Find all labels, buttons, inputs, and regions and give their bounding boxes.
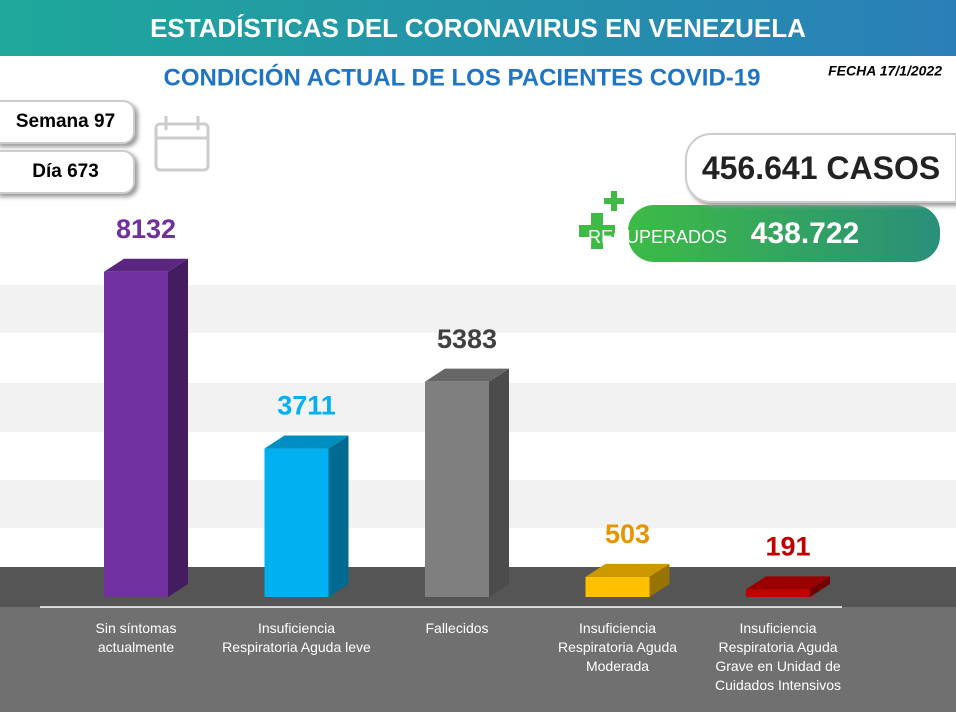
bar-side — [810, 576, 830, 597]
bar — [425, 381, 489, 597]
label-area — [0, 607, 956, 712]
value-label: 3711 — [277, 391, 336, 421]
bar-side — [328, 435, 349, 597]
plus-icon — [579, 191, 624, 249]
bar-top — [585, 563, 670, 577]
category-label: Insuficiencia Respiratoria Aguda leve — [222, 620, 371, 655]
recovered-value: 438.722 — [751, 217, 859, 250]
category-label: Insuficiencia Respiratoria Aguda Grave e… — [714, 620, 842, 693]
subtitle: CONDICIÓN ACTUAL DE LOS PACIENTES COVID-… — [164, 63, 761, 91]
recovered-box — [628, 205, 940, 262]
bar-top — [425, 368, 509, 382]
header-band — [0, 0, 956, 56]
value-label: 191 — [765, 531, 810, 561]
cases: 456.641 CASOS — [701, 149, 941, 186]
bar-top — [104, 258, 188, 272]
value-label: 8132 — [116, 214, 176, 244]
cases-box: 456.641 CASOS — [685, 133, 956, 203]
bar-side — [649, 563, 670, 597]
date: FECHA 17/1/2022 — [828, 63, 942, 79]
bar — [746, 589, 810, 597]
category-label: Fallecidos — [425, 620, 489, 636]
day-box: Día 673 — [0, 150, 135, 194]
title: ESTADÍSTICAS DEL CORONAVIRUS EN VENEZUEL… — [150, 13, 806, 43]
value-label: 5383 — [437, 324, 497, 354]
day: Día 673 — [32, 161, 99, 182]
week-box: Semana 97 — [0, 100, 135, 144]
recovered-label: RECUPERADOS — [588, 227, 727, 247]
calendar-icon — [154, 116, 210, 172]
bar — [104, 271, 168, 597]
value-label: 503 — [605, 519, 650, 549]
bar-top — [264, 435, 349, 449]
bar-side — [168, 258, 188, 597]
week: Semana 97 — [15, 111, 116, 132]
bar — [585, 576, 650, 597]
bar — [264, 448, 329, 597]
bar-top — [746, 576, 830, 590]
bar-side — [489, 368, 509, 597]
category-label: Sin síntomas actualmente — [95, 620, 177, 655]
category-label: Insuficiencia Respiratoria Aguda Moderad… — [557, 620, 678, 674]
